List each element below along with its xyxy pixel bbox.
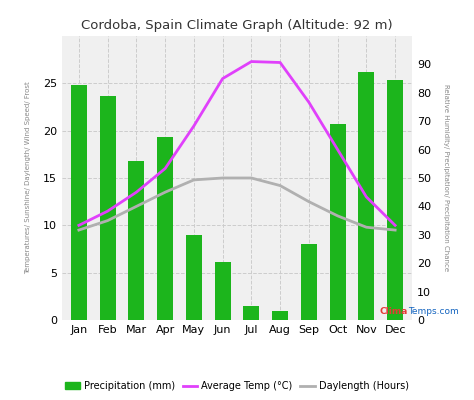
- Bar: [186, 235, 202, 320]
- Bar: [301, 244, 317, 320]
- Text: Clima: Clima: [379, 307, 408, 316]
- Text: Relative Humidity/ Precipitation/ Precipitation Chance: Relative Humidity/ Precipitation/ Precip…: [443, 84, 448, 272]
- Text: Temperatures/ Sunshine/ Daylength/ Wind Speed/ Frost: Temperatures/ Sunshine/ Daylength/ Wind …: [26, 82, 31, 274]
- Bar: [128, 161, 144, 320]
- Title: Cordoba, Spain Climate Graph (Altitude: 92 m): Cordoba, Spain Climate Graph (Altitude: …: [81, 19, 393, 32]
- Bar: [387, 80, 403, 320]
- Bar: [100, 96, 116, 320]
- Bar: [272, 310, 288, 320]
- Bar: [71, 85, 87, 320]
- Bar: [215, 262, 230, 320]
- Bar: [358, 72, 374, 320]
- Legend: Precipitation (mm), Average Temp (°C), Daylength (Hours): Precipitation (mm), Average Temp (°C), D…: [62, 377, 412, 395]
- Bar: [157, 137, 173, 320]
- Text: Temps.com: Temps.com: [408, 307, 458, 316]
- Bar: [330, 124, 346, 320]
- Bar: [244, 306, 259, 320]
